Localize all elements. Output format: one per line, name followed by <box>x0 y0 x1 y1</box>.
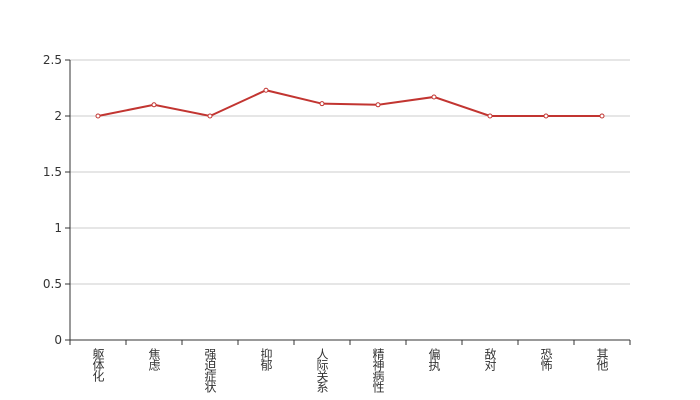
y-tick-label: 1.5 <box>43 165 62 179</box>
x-tick-label: 精神病性 <box>371 348 385 394</box>
y-tick-label: 1 <box>54 221 62 235</box>
x-tick-label: 恐怖 <box>539 348 553 371</box>
point <box>431 94 437 100</box>
x-tick-label: 强迫症状 <box>203 348 217 393</box>
point <box>375 102 381 108</box>
point <box>263 87 269 93</box>
point <box>151 102 157 108</box>
x-tick-label: 偏执 <box>427 347 441 372</box>
x-tick-label: 人际关系 <box>315 348 329 393</box>
x-tick-label: 其他 <box>595 348 609 371</box>
y-tick-label: 0.5 <box>43 277 62 291</box>
point <box>207 113 213 119</box>
line <box>97 89 602 118</box>
point <box>319 101 325 107</box>
x-tick-label: 焦虑 <box>147 348 161 371</box>
point <box>599 113 605 119</box>
point <box>487 113 493 119</box>
point <box>95 113 101 119</box>
y-tick-label: 0 <box>54 333 62 347</box>
y-tick-label: 2 <box>54 109 62 123</box>
x-tick-label: 抑郁 <box>259 347 273 372</box>
y-tick-label: 2.5 <box>43 53 62 67</box>
x-tick-label: 躯体化 <box>91 347 105 383</box>
point <box>543 113 549 119</box>
x-tick-label: 敌对 <box>483 347 497 371</box>
